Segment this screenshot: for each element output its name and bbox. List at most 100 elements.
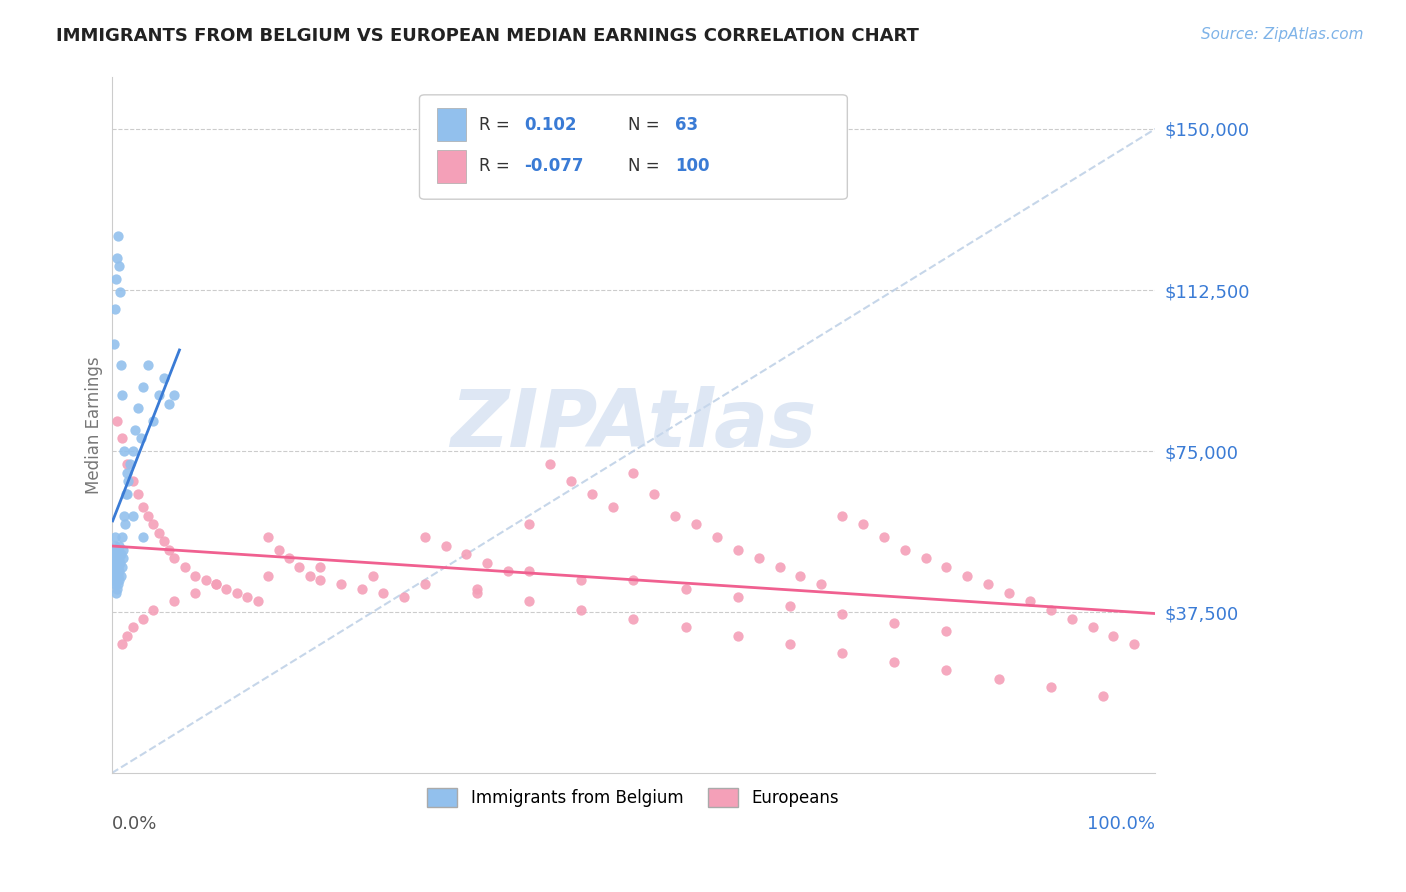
Point	[108, 539, 131, 553]
Point	[727, 542, 749, 557]
Point	[110, 568, 132, 582]
Point	[104, 556, 127, 570]
Point	[108, 573, 131, 587]
Point	[664, 508, 686, 523]
Point	[112, 444, 135, 458]
Point	[157, 542, 180, 557]
Text: R =: R =	[479, 116, 510, 134]
Point	[768, 560, 790, 574]
Point	[104, 586, 127, 600]
Point	[163, 594, 186, 608]
Point	[173, 560, 195, 574]
Point	[215, 582, 238, 596]
Point	[1039, 681, 1062, 695]
Point	[117, 474, 139, 488]
Point	[205, 577, 228, 591]
Point	[810, 577, 832, 591]
Text: 100.0%: 100.0%	[1087, 815, 1156, 833]
Point	[236, 590, 259, 604]
Point	[789, 568, 811, 582]
Point	[117, 487, 139, 501]
Point	[434, 539, 457, 553]
Point	[115, 487, 138, 501]
Point	[623, 611, 645, 625]
Point	[111, 637, 134, 651]
Point	[110, 560, 132, 574]
Point	[121, 508, 143, 523]
Point	[184, 568, 207, 582]
Point	[104, 302, 127, 317]
Point	[108, 565, 131, 579]
Text: 0.102: 0.102	[524, 116, 576, 134]
Point	[569, 603, 592, 617]
Point	[496, 565, 519, 579]
Point	[110, 547, 132, 561]
Point	[852, 517, 875, 532]
Point	[257, 530, 280, 544]
Text: 100: 100	[675, 158, 710, 176]
Point	[107, 229, 129, 244]
Bar	[437, 150, 467, 183]
Point	[935, 560, 957, 574]
Point	[643, 487, 665, 501]
Y-axis label: Median Earnings: Median Earnings	[86, 357, 103, 494]
Point	[706, 530, 728, 544]
Point	[105, 573, 128, 587]
Point	[117, 466, 139, 480]
Point	[104, 577, 127, 591]
Point	[104, 539, 127, 553]
Point	[111, 530, 134, 544]
Point	[456, 547, 478, 561]
Point	[117, 457, 139, 471]
Point	[225, 586, 247, 600]
Point	[727, 629, 749, 643]
Text: N =: N =	[628, 116, 659, 134]
Point	[104, 547, 127, 561]
Text: -0.077: -0.077	[524, 158, 583, 176]
Point	[117, 629, 139, 643]
Point	[623, 466, 645, 480]
Point	[914, 551, 936, 566]
Point	[105, 582, 128, 596]
Point	[288, 560, 311, 574]
Point	[1060, 611, 1083, 625]
Point	[132, 530, 155, 544]
Point	[114, 517, 136, 532]
Point	[623, 573, 645, 587]
Point	[569, 573, 592, 587]
Point	[779, 599, 801, 613]
Point	[748, 551, 770, 566]
Point	[1102, 629, 1125, 643]
Point	[112, 508, 135, 523]
Point	[883, 655, 905, 669]
Point	[111, 431, 134, 445]
Point	[392, 590, 415, 604]
Point	[121, 620, 143, 634]
Point	[132, 500, 155, 514]
Point	[132, 611, 155, 625]
Point	[157, 397, 180, 411]
Point	[987, 672, 1010, 686]
Text: N =: N =	[628, 158, 659, 176]
Point	[107, 542, 129, 557]
Point	[103, 542, 125, 557]
Point	[1039, 603, 1062, 617]
Point	[121, 474, 143, 488]
Point	[538, 457, 561, 471]
Point	[581, 487, 603, 501]
Point	[112, 542, 135, 557]
Point	[935, 663, 957, 677]
Point	[101, 573, 124, 587]
Point	[352, 582, 374, 596]
Point	[103, 530, 125, 544]
Point	[1019, 594, 1042, 608]
Point	[309, 573, 332, 587]
Point	[129, 431, 152, 445]
Point	[831, 646, 853, 660]
Point	[107, 568, 129, 582]
Point	[142, 517, 165, 532]
Point	[831, 508, 853, 523]
Point	[105, 414, 128, 428]
Text: Source: ZipAtlas.com: Source: ZipAtlas.com	[1201, 27, 1364, 42]
Point	[517, 517, 540, 532]
